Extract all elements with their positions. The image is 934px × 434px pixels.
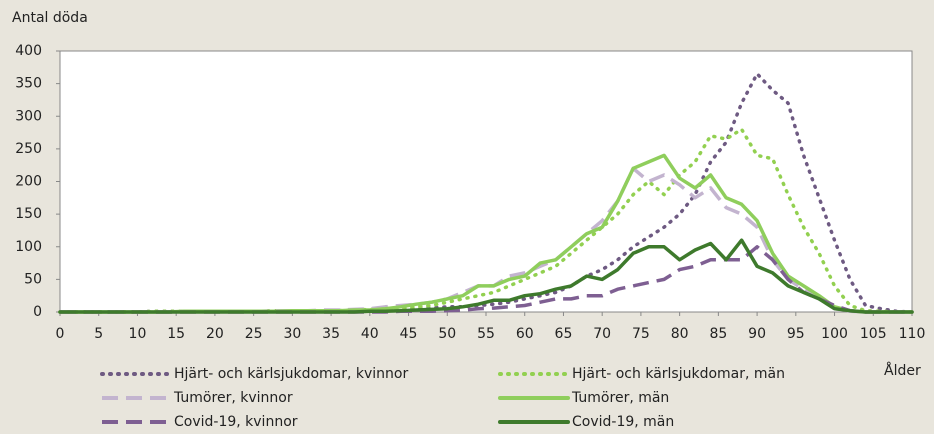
x-tick-label: 75 (632, 326, 650, 342)
line-series (58, 127, 914, 314)
x-tick-label: 45 (400, 326, 418, 342)
x-tick-label: 60 (516, 326, 534, 342)
legend-label: Covid-19, kvinnor (174, 414, 298, 430)
x-tick-label: 50 (438, 326, 456, 342)
y-tick-label: 400 (15, 43, 42, 59)
x-tick-label: 15 (167, 326, 185, 342)
x-tick-label: 35 (322, 326, 340, 342)
x-tick-label: 5 (94, 326, 103, 342)
y-tick-label: 100 (15, 239, 42, 255)
y-tick-label: 350 (15, 76, 42, 92)
x-tick-label: 10 (129, 326, 147, 342)
x-tick-label: 65 (555, 326, 573, 342)
legend-label: Hjärt- och kärlsjukdomar, män (572, 366, 785, 382)
y-tick-label: 300 (15, 108, 42, 124)
x-tick-label: 70 (593, 326, 611, 342)
y-tick-label: 0 (33, 304, 42, 320)
line-series (58, 238, 914, 314)
plot-area (59, 50, 913, 313)
x-tick-label: 100 (821, 326, 848, 342)
legend-label: Tumörer, kvinnor (173, 390, 293, 406)
x-tick-label: 25 (245, 326, 263, 342)
x-tick-label: 40 (361, 326, 379, 342)
x-tick-label: 30 (283, 326, 301, 342)
x-tick-label: 0 (56, 326, 65, 342)
y-tick-label: 50 (24, 271, 42, 287)
x-tick-label: 90 (748, 326, 766, 342)
line-series (60, 245, 912, 314)
x-tick-label: 110 (899, 326, 926, 342)
x-tick-label: 80 (671, 326, 689, 342)
y-axis-label: Antal döda (12, 10, 88, 26)
y-tick-label: 150 (15, 206, 42, 222)
x-tick-label: 55 (477, 326, 495, 342)
x-tick-label: 95 (787, 326, 805, 342)
x-tick-label: 105 (860, 326, 887, 342)
y-tick-label: 200 (15, 174, 42, 190)
legend-label: Hjärt- och kärlsjukdomar, kvinnor (174, 366, 408, 382)
x-tick-label: 85 (709, 326, 727, 342)
x-axis-label: Ålder (884, 362, 921, 379)
legend-label: Covid-19, män (572, 414, 674, 430)
line-series (58, 72, 914, 314)
x-tick-label: 20 (206, 326, 224, 342)
legend-label: Tumörer, män (571, 390, 669, 406)
y-tick-label: 250 (15, 141, 42, 157)
